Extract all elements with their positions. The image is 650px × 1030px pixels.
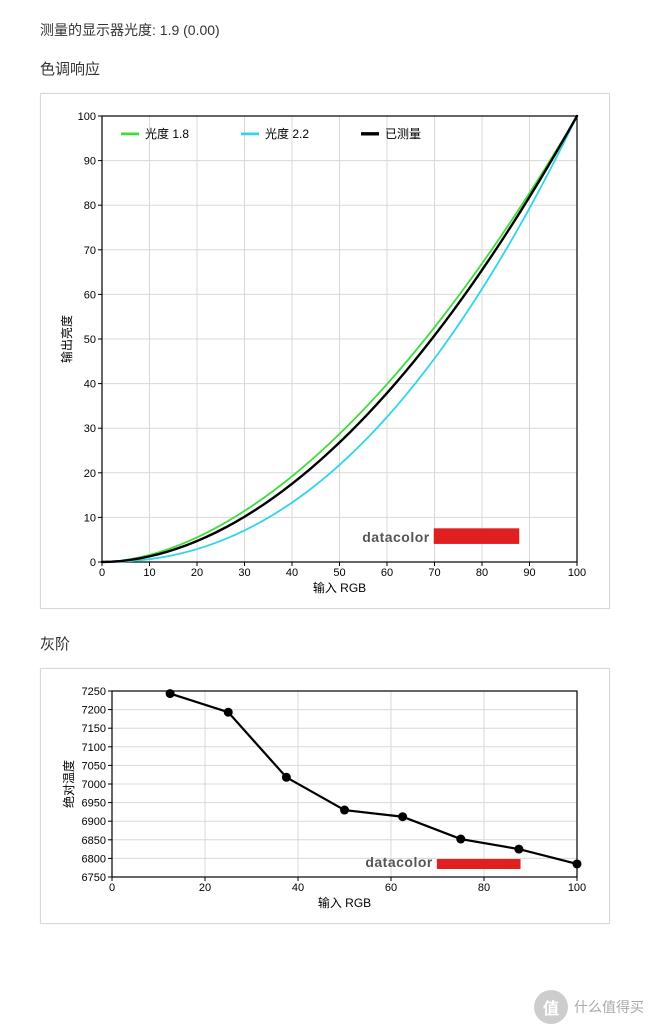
svg-text:已测量: 已测量: [385, 127, 421, 141]
svg-text:6750: 6750: [82, 872, 106, 884]
svg-text:6950: 6950: [82, 798, 106, 810]
svg-text:30: 30: [238, 567, 250, 579]
svg-text:输出亮度: 输出亮度: [59, 315, 74, 363]
svg-text:20: 20: [84, 468, 96, 480]
svg-text:50: 50: [84, 334, 96, 346]
svg-text:输入 RGB: 输入 RGB: [313, 580, 366, 595]
measured-luminance-line: 测量的显示器光度: 1.9 (0.00): [40, 20, 610, 40]
svg-text:80: 80: [84, 200, 96, 212]
watermark-text: 什么值得买: [574, 997, 644, 1017]
svg-text:6850: 6850: [82, 835, 106, 847]
svg-text:绝对温度: 绝对温度: [61, 760, 76, 808]
svg-text:30: 30: [84, 423, 96, 435]
watermark-badge-icon: 值: [534, 990, 568, 1024]
svg-text:70: 70: [84, 245, 96, 257]
svg-text:0: 0: [109, 882, 115, 894]
section-title-grayscale: 灰阶: [40, 633, 610, 654]
svg-text:7000: 7000: [82, 779, 106, 791]
svg-text:60: 60: [385, 882, 397, 894]
svg-text:20: 20: [191, 567, 203, 579]
svg-text:90: 90: [84, 156, 96, 168]
svg-text:0: 0: [90, 557, 96, 569]
svg-text:10: 10: [84, 512, 96, 524]
svg-text:100: 100: [568, 567, 586, 579]
svg-text:7200: 7200: [82, 705, 106, 717]
grayscale-chart: 0 20 40 60 80 100 6750 6800 6850 6900 6950 7000 7050…: [40, 668, 610, 924]
watermark: 值 什么值得买: [534, 990, 644, 1024]
svg-text:20: 20: [199, 882, 211, 894]
svg-text:datacolor: datacolor: [365, 854, 433, 870]
svg-text:7100: 7100: [82, 742, 106, 754]
svg-text:60: 60: [381, 567, 393, 579]
section-title-tone: 色调响应: [40, 58, 610, 79]
tone-response-chart: 0 10 20 30 40 50 60 70 80 90 100 0 10 20 30 40 50 60 70 80 9…: [40, 93, 610, 609]
svg-text:datacolor: datacolor: [362, 529, 430, 545]
svg-text:光度 2.2: 光度 2.2: [265, 126, 309, 141]
svg-text:40: 40: [286, 567, 298, 579]
svg-text:100: 100: [568, 882, 586, 894]
svg-text:50: 50: [333, 567, 345, 579]
svg-text:40: 40: [84, 379, 96, 391]
svg-text:7250: 7250: [82, 686, 106, 698]
svg-text:90: 90: [523, 567, 535, 579]
svg-text:40: 40: [292, 882, 304, 894]
svg-text:60: 60: [84, 289, 96, 301]
svg-text:80: 80: [476, 567, 488, 579]
svg-text:10: 10: [143, 567, 155, 579]
svg-text:7050: 7050: [82, 760, 106, 772]
svg-text:0: 0: [99, 567, 105, 579]
svg-text:输入 RGB: 输入 RGB: [318, 895, 371, 910]
svg-text:6800: 6800: [82, 853, 106, 865]
svg-text:7150: 7150: [82, 723, 106, 735]
svg-text:6900: 6900: [82, 816, 106, 828]
svg-text:光度 1.8: 光度 1.8: [145, 126, 189, 141]
svg-text:80: 80: [478, 882, 490, 894]
svg-text:70: 70: [428, 567, 440, 579]
svg-text:100: 100: [78, 111, 96, 123]
